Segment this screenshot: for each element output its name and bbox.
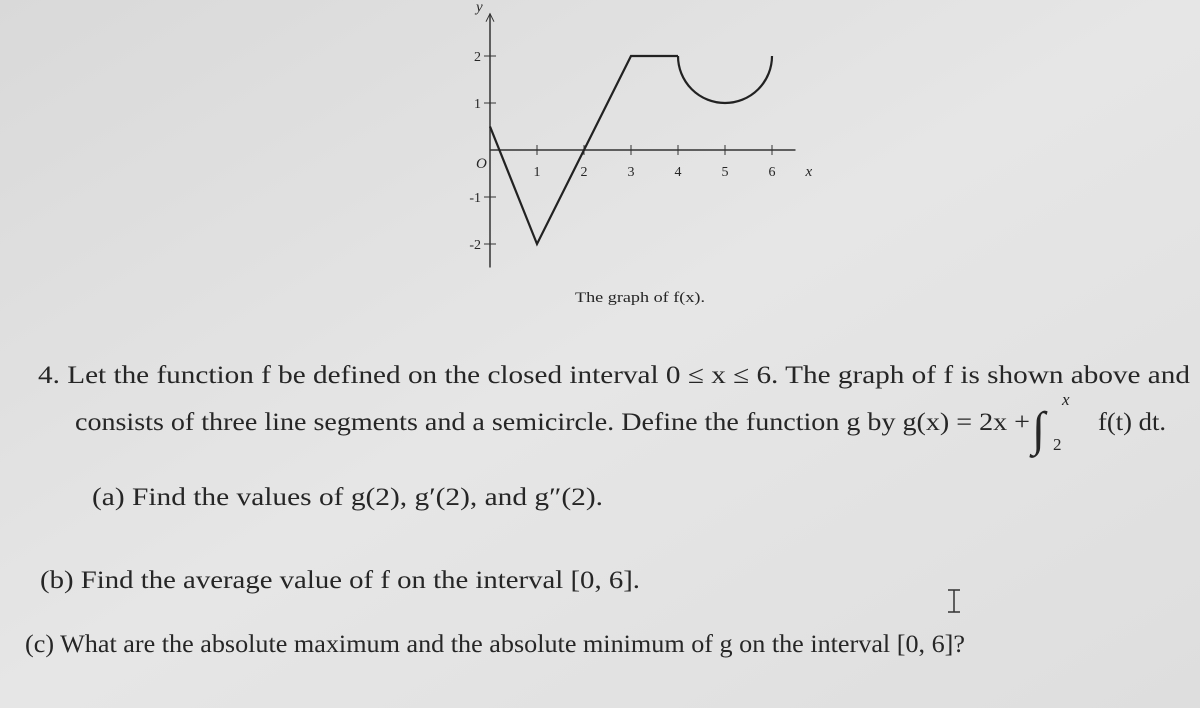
- x-tick-label: 2: [581, 165, 588, 180]
- part-a: (a) Find the values of g(2), g′(2), and …: [92, 484, 603, 511]
- origin-label: O: [476, 156, 487, 172]
- y-tick-label: -2: [469, 238, 481, 253]
- x-tick-label: 5: [722, 165, 729, 180]
- lower-limit: 2: [1053, 435, 1062, 454]
- semicircle: [676, 55, 774, 105]
- x-tick-label: 1: [534, 165, 541, 180]
- y-arrow: [485, 12, 495, 22]
- x-axis-label: x: [805, 164, 813, 180]
- x-tick-label: 6: [769, 165, 776, 180]
- part-b: (b) Find the average value of f on the i…: [40, 567, 640, 594]
- caption: The graph of f(x).: [575, 290, 705, 306]
- problem-line: consists of three line segments and a se…: [75, 409, 1030, 436]
- x-tick-label: 4: [675, 165, 682, 180]
- function-line: [488, 54, 678, 247]
- x-tick-label: 3: [628, 165, 635, 180]
- upper-limit: x: [1061, 390, 1070, 409]
- y-tick-label: -1: [469, 191, 481, 206]
- problem-line: 4. Let the function f be defined on the …: [38, 362, 1191, 389]
- text-cursor: [948, 589, 960, 613]
- y-axis-label: y: [474, 0, 483, 16]
- y-tick-label: 1: [474, 97, 481, 112]
- integrand: f(t) dt.: [1098, 409, 1166, 436]
- graph: x y O 1 2 3 4 5 6 -2 -1 1 2: [469, 0, 813, 268]
- part-c: (c) What are the absolute maximum and th…: [25, 631, 965, 658]
- y-tick-label: 2: [474, 50, 481, 65]
- integral-sign: ∫: [1029, 403, 1048, 458]
